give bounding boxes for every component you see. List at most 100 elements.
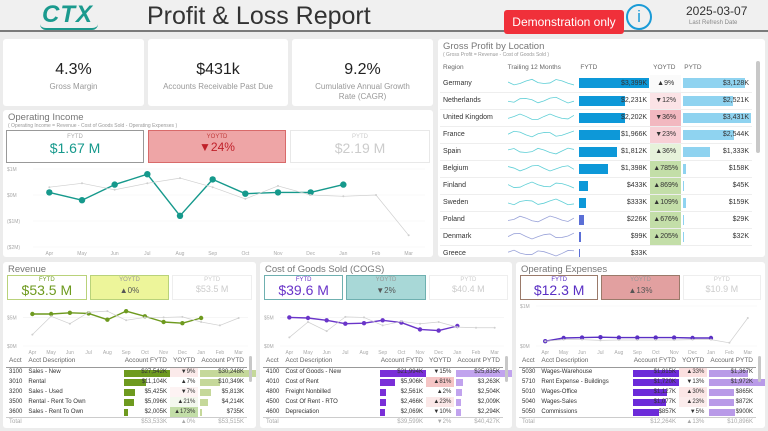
fytd-data-point[interactable] [242, 190, 249, 197]
pytd-data-point[interactable] [493, 326, 496, 329]
pytd-data-point[interactable] [162, 316, 165, 319]
col-yoytd[interactable]: YOYTD [678, 354, 708, 368]
pytd-box[interactable]: PYTD $10.9 M [682, 275, 761, 300]
pytd-data-point[interactable] [400, 320, 403, 323]
fytd-data-point[interactable] [67, 310, 73, 316]
fytd-data-point[interactable] [144, 171, 151, 178]
table-row[interactable]: 3500 Rental - Rent To Own $5,096K ▲21% $… [6, 397, 247, 407]
pytd-data-point[interactable] [181, 315, 184, 318]
fytd-data-point[interactable] [361, 320, 367, 326]
table-row[interactable]: 5050 Commissions $857K ▼5% $900K [519, 407, 756, 417]
col-account-pytd[interactable]: Account PYTD [707, 354, 756, 368]
pytd-data-point[interactable] [344, 315, 347, 318]
pytd-data-point[interactable] [456, 326, 459, 329]
pytd-data-point[interactable] [599, 339, 602, 342]
table-row[interactable]: 3100 Sales - New $27,542K ▼9% $30,248K [6, 367, 257, 377]
pytd-data-point[interactable] [125, 319, 128, 322]
table-row[interactable]: Netherlands $2,231K ▼12% $2,521K [440, 92, 752, 110]
col-account-pytd[interactable]: Account PYTD [454, 354, 503, 368]
yoytd-box[interactable]: YOYTD ▲0% [89, 275, 170, 300]
pytd-data-point[interactable] [50, 315, 53, 318]
pytd-data-point[interactable] [709, 338, 712, 341]
pytd-data-point[interactable] [544, 340, 547, 343]
pytd-data-point[interactable] [68, 322, 71, 325]
fytd-data-point[interactable] [417, 327, 423, 332]
col-account-pytd[interactable]: Account PYTD [198, 354, 247, 368]
fytd-data-point[interactable] [198, 315, 204, 321]
pytd-data-point[interactable] [691, 338, 694, 341]
fytd-box[interactable]: FYTD $53.5 M [7, 275, 87, 300]
yoytd-box[interactable]: YOYTD ▼2% [346, 275, 426, 300]
fytd-data-point[interactable] [209, 176, 216, 183]
fytd-data-point[interactable] [343, 321, 348, 326]
col-fytd[interactable]: FYTD [580, 63, 598, 71]
table-row[interactable]: Sweden $333K ▲109% $159K [440, 194, 752, 212]
pytd-data-point[interactable] [363, 316, 365, 319]
pytd-data-point[interactable] [277, 184, 279, 187]
table-row[interactable]: France $1,966K ▼23% $2,544K [440, 126, 752, 144]
pytd-box[interactable]: PYTD $53.5 M [172, 275, 252, 300]
col-region[interactable]: Region [443, 63, 464, 71]
pytd-data-point[interactable] [381, 324, 384, 327]
fytd-data-point[interactable] [561, 335, 566, 341]
fytd-data-point[interactable] [690, 335, 695, 341]
pytd-data-point[interactable] [309, 194, 312, 196]
table-row[interactable]: 5710 Rent Expense - Buildings $1,720K ▼1… [519, 377, 766, 387]
table-row[interactable]: 3200 Sales - Used $5,425K ▼7% $5,813K [6, 387, 247, 397]
pytd-data-point[interactable] [562, 338, 565, 341]
fytd-data-point[interactable] [579, 335, 585, 340]
pytd-data-point[interactable] [200, 321, 203, 323]
pytd-data-point[interactable] [636, 339, 639, 341]
pytd-data-point[interactable] [475, 326, 477, 329]
fytd-data-point[interactable] [653, 335, 658, 340]
pytd-data-point[interactable] [288, 336, 291, 339]
pytd-data-point[interactable] [617, 339, 620, 341]
table-row[interactable]: United Kingdom $2,202K ▼36% $3,431K [440, 109, 752, 127]
col-acct[interactable]: Acct [6, 354, 26, 368]
scrollbar[interactable] [758, 356, 761, 382]
table-row[interactable]: 4600 Depreciation $2,069K ▼10% $2,294K [263, 407, 503, 417]
fytd-data-point[interactable] [635, 335, 640, 340]
scrollbar[interactable] [249, 356, 252, 382]
col-pytd[interactable]: PYTD [684, 63, 702, 71]
scrollbar[interactable] [756, 61, 760, 153]
pytd-data-point[interactable] [81, 182, 83, 185]
fytd-box[interactable]: FYTD $39.6 M [264, 275, 344, 300]
table-row[interactable]: Germany $3,399K ▲9% $3,128K [440, 75, 752, 93]
pytd-data-point[interactable] [218, 324, 221, 327]
pytd-data-point[interactable] [673, 339, 676, 341]
fytd-data-point[interactable] [340, 181, 347, 188]
table-row[interactable]: Spain $1,812K ▲36% $1,333K [440, 143, 752, 161]
pytd-data-point[interactable] [237, 317, 240, 319]
fytd-data-point[interactable] [176, 212, 184, 219]
fytd-data-point[interactable] [180, 320, 185, 326]
fytd-data-point[interactable] [123, 308, 129, 314]
fytd-data-point[interactable] [598, 335, 603, 340]
table-row[interactable]: 4800 Freight Nonbilled $2,561K ▲2% $2,50… [263, 387, 503, 397]
pytd-data-point[interactable] [113, 188, 116, 191]
pytd-data-point[interactable] [581, 338, 584, 341]
table-row[interactable]: Finland $433K ▲869% $45K [440, 177, 752, 195]
fytd-data-point[interactable] [380, 318, 385, 323]
pytd-box[interactable]: PYTD $40.4 M [428, 275, 508, 300]
table-row[interactable]: 4010 Cost of Rent $5,906K ▲81% $3,263K [263, 377, 503, 387]
pytd-data-point[interactable] [143, 316, 146, 319]
pytd-data-point[interactable] [728, 341, 731, 344]
fytd-data-point[interactable] [671, 335, 677, 340]
pytd-data-point[interactable] [342, 195, 345, 198]
pytd-data-point[interactable] [211, 186, 214, 189]
table-row[interactable]: Greece $33K [440, 245, 752, 257]
table-row[interactable]: 5010 Wages-Office $1,127K ▲30% $865K [519, 387, 756, 397]
col-acct[interactable]: Acct [263, 354, 283, 368]
col-acct-description[interactable]: Acct Description [282, 354, 378, 368]
fytd-data-point[interactable] [305, 315, 311, 321]
fytd-data-point[interactable] [30, 311, 35, 317]
table-row[interactable]: 3010 Rental $11,104K ▲7% $10,349K [6, 377, 247, 387]
pytd-data-point[interactable] [307, 321, 309, 323]
fytd-data-point[interactable] [46, 189, 53, 196]
pytd-data-point[interactable] [437, 321, 440, 323]
yoytd-box[interactable]: YOYTD ▼24% [148, 130, 286, 163]
fytd-box[interactable]: FYTD $12.3 M [520, 275, 599, 300]
fytd-data-point[interactable] [111, 181, 118, 188]
fytd-data-point[interactable] [616, 335, 622, 340]
